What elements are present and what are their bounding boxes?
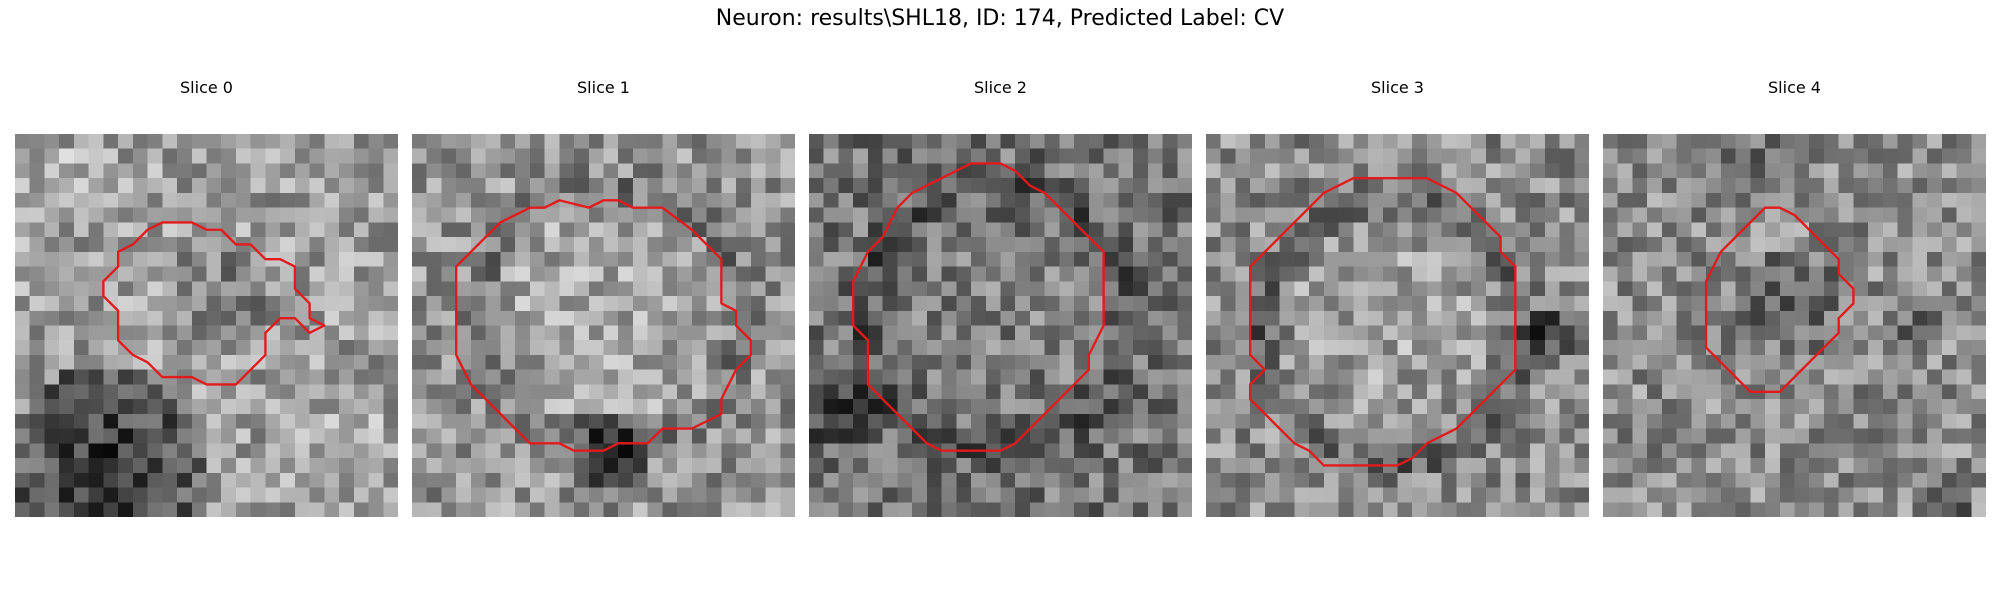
- slice-title: Slice 3: [1206, 78, 1589, 97]
- cell-contour: [1250, 178, 1515, 465]
- slice-title: Slice 2: [809, 78, 1192, 97]
- cell-contour: [1706, 208, 1853, 392]
- contour-overlay: [1603, 134, 1986, 517]
- contour-overlay: [412, 134, 795, 517]
- slice-title: Slice 4: [1603, 78, 1986, 97]
- cell-contour: [456, 200, 751, 450]
- contour-overlay: [15, 134, 398, 517]
- slice-title: Slice 0: [15, 78, 398, 97]
- figure-title: Neuron: results\SHL18, ID: 174, Predicte…: [0, 6, 2000, 31]
- contour-overlay: [809, 134, 1192, 517]
- contour-overlay: [1206, 134, 1589, 517]
- slice-title: Slice 1: [412, 78, 795, 97]
- cell-contour: [853, 163, 1103, 450]
- cell-contour: [103, 222, 324, 384]
